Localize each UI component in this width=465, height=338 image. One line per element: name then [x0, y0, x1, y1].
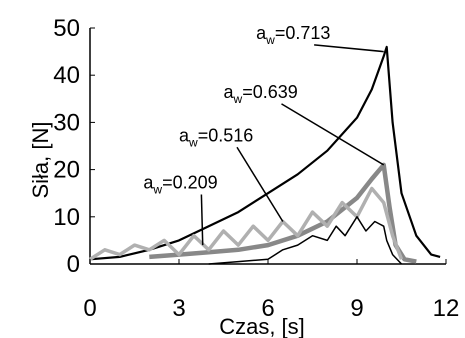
- x-tick-label: 12: [433, 295, 460, 322]
- annotation-layer: aw=0.713 aw=0.639 aw=0.516 aw=0.209: [143, 23, 385, 246]
- annotation-leader-4: [200, 194, 204, 246]
- x-tick-label: 6: [261, 295, 274, 322]
- annotation-label-3: aw=0.516: [179, 125, 253, 149]
- x-axis-label: Czas, [s]: [219, 314, 305, 338]
- series-line-3: [89, 186, 404, 261]
- x-tick-label: 3: [172, 295, 185, 322]
- annotation-leader-2: [281, 103, 385, 166]
- annotation-label-4: aw=0.209: [143, 172, 217, 196]
- annotation-label-2: aw=0.639: [224, 82, 298, 106]
- y-tick-label: 10: [53, 204, 80, 231]
- annotation-label-1: aw=0.713: [256, 23, 330, 47]
- y-tick-label: 30: [53, 109, 80, 136]
- x-tick-label: 9: [350, 295, 363, 322]
- series-line-4: [208, 216, 403, 265]
- tick-layer: 0 10 20 30 40 50 0 3 6 9 12: [53, 15, 459, 322]
- y-tick-label: 0: [67, 251, 80, 278]
- series-line-1: [89, 45, 441, 261]
- annotation-leader-3: [236, 146, 284, 222]
- series-layer: [89, 45, 441, 265]
- y-tick-label: 50: [53, 15, 80, 42]
- y-tick-label: 20: [53, 157, 80, 184]
- y-tick-label: 40: [53, 62, 80, 89]
- annotation-leader-1: [314, 44, 384, 53]
- y-axis-label: Siła, [N]: [28, 121, 53, 198]
- x-tick-label: 0: [83, 295, 96, 322]
